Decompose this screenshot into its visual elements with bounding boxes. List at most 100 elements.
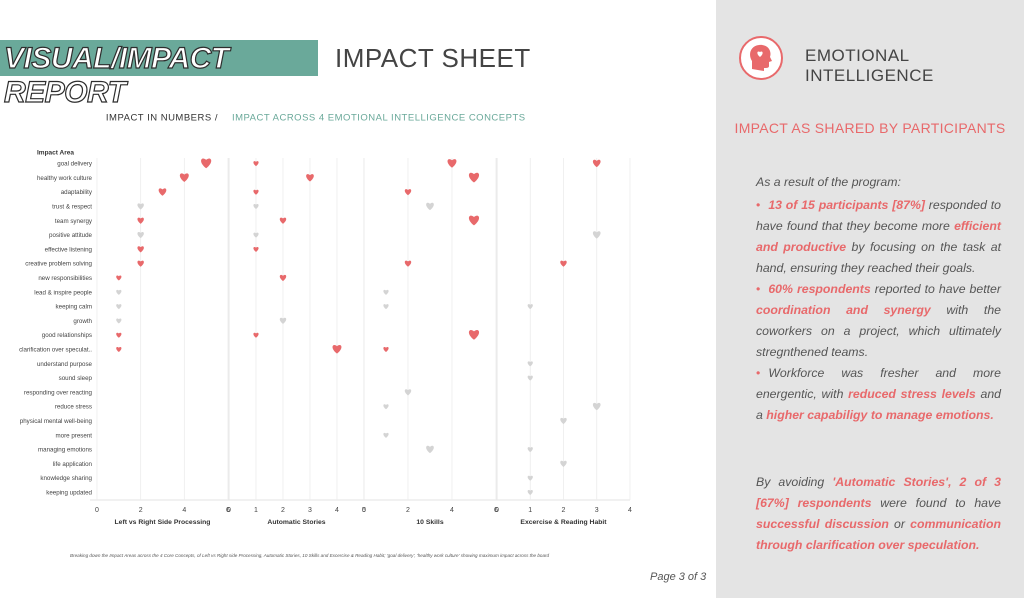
row-label: physical mental well-being <box>20 418 93 425</box>
x-tick-label: 2 <box>406 507 410 514</box>
heart-marker <box>527 490 533 496</box>
x-tick-label: 4 <box>182 507 186 514</box>
text-run: reduced stress levels <box>848 387 976 401</box>
heart-marker <box>527 361 533 367</box>
heart-marker <box>253 189 259 195</box>
x-tick-label: 0 <box>495 507 499 514</box>
heart-marker <box>404 389 412 396</box>
bullet-dot: • <box>756 366 761 380</box>
heart-marker <box>383 404 389 410</box>
conclusion: By avoiding 'Automatic Stories', 2 of 3 … <box>756 472 1001 556</box>
heart-marker <box>404 260 412 267</box>
x-tick-label: 5 <box>362 507 366 514</box>
text-run: communication through clarification over… <box>756 517 1001 552</box>
row-label: goal delivery <box>57 161 93 168</box>
x-tick-label: 1 <box>254 507 258 514</box>
x-tick-label: 6 <box>494 507 498 514</box>
row-label: positive attitude <box>49 232 93 239</box>
icon <box>739 36 783 80</box>
heart-marker <box>527 304 533 310</box>
heart-marker <box>116 332 122 338</box>
heart-marker <box>383 289 389 295</box>
intro: As a result of the program: <box>756 175 901 189</box>
x-tick-label: 4 <box>628 507 632 514</box>
x-tick-label: 3 <box>595 507 599 514</box>
bullet-dot: • <box>756 282 761 296</box>
text-run: and a <box>756 387 1001 422</box>
chart-subtitle: IMPACT ACROSS 4 EMOTIONAL INTELLIGENCE C… <box>232 113 526 124</box>
bullet-dot: • <box>756 198 761 212</box>
x-tick-label: 2 <box>139 507 143 514</box>
header-subtitle: IMPACT SHEET <box>335 43 531 73</box>
header-banner: VISUAL/IMPACT REPORT <box>0 40 318 110</box>
heart-marker <box>560 260 567 267</box>
text-run: 'Automatic Stories', 2 of 3 [67%] respon… <box>756 475 1001 510</box>
text-run: 60% respondents <box>768 282 871 296</box>
x-tick-label: 2 <box>562 507 566 514</box>
row-label: good relationships <box>42 332 92 339</box>
row-label: adaptability <box>61 189 93 196</box>
row-label: knowledge sharing <box>40 475 92 482</box>
heart-marker <box>158 188 167 196</box>
x-axis-label: 10 Skills <box>416 519 443 526</box>
header-title: VISUAL/IMPACT REPORT <box>3 41 229 109</box>
text-run: coordination and synergy <box>756 303 931 317</box>
side-title: EMOTIONAL INTELLIGENCE <box>805 46 934 85</box>
heart-marker <box>404 189 412 196</box>
text-run: were found to have <box>871 496 1001 510</box>
heart-marker <box>253 232 259 238</box>
text-run: higher capabiligy to manage emotions. <box>766 408 994 422</box>
heart-marker <box>468 172 480 183</box>
heart-marker <box>137 246 144 253</box>
text-run: By avoiding <box>756 475 833 489</box>
chart-title: IMPACT IN NUMBERS / <box>106 113 218 124</box>
heart-marker <box>116 304 122 310</box>
row-label: clarification over speculat.. <box>19 347 92 354</box>
heart-marker <box>116 275 122 281</box>
x-axis-label: Excercise & Reading Habit <box>520 519 607 526</box>
row-label: lead & inspire people <box>34 289 92 296</box>
text-run: reported to have better <box>870 282 1001 296</box>
page-number: Page 3 of 3 <box>650 571 707 583</box>
row-label: life application <box>53 461 93 468</box>
side-heading: IMPACT AS SHARED BY PARTICIPANTS <box>734 120 1006 136</box>
heart-marker <box>137 203 144 210</box>
heart-marker <box>592 231 601 239</box>
heart-marker <box>527 475 533 481</box>
bullet: • 60% respondents reported to have better… <box>756 279 1001 363</box>
y-axis-label: Impact Area <box>37 150 74 157</box>
heart-marker <box>527 375 533 381</box>
row-label: sound sleep <box>59 375 93 382</box>
heart-marker <box>279 217 287 224</box>
chart: IMPACT IN NUMBERS / IMPACT ACROSS 4 EMOT… <box>19 113 632 559</box>
heart-marker <box>383 347 389 353</box>
row-label: responding over reacting <box>24 389 93 396</box>
heart-marker <box>560 460 567 467</box>
row-label: effective listening <box>45 246 93 253</box>
heart-marker <box>560 417 567 425</box>
text-run: Workforce was fresher and more energenti… <box>756 366 1001 401</box>
bullet: • 13 of 15 participants [87%] responded t… <box>756 195 1001 279</box>
text-run: efficient and productive <box>756 219 1001 254</box>
text-run: successful discussion <box>756 517 889 531</box>
x-tick-label: 4 <box>335 507 339 514</box>
row-label: healthy work culture <box>37 175 93 182</box>
row-label: team synergy <box>55 218 93 225</box>
x-axis-label: Automatic Stories <box>267 519 325 526</box>
heart-marker <box>137 260 144 267</box>
heart-marker <box>279 317 287 324</box>
x-tick-label: 6 <box>226 507 230 514</box>
heart-marker <box>137 217 144 224</box>
heart-marker <box>426 202 434 211</box>
heart-marker <box>383 432 389 438</box>
heart-marker <box>468 215 480 226</box>
heart-marker <box>306 174 314 182</box>
text-run: 13 of 15 participants [87%] <box>768 198 925 212</box>
side-panel: EMOTIONAL INTELLIGENCE IMPACT AS SHARED … <box>716 0 1024 598</box>
x-tick-label: 3 <box>308 507 312 514</box>
chart-note: Breaking down the Impact Areas across th… <box>70 553 550 558</box>
bullet: • Workforce was fresher and more energent… <box>756 363 1001 426</box>
heart-marker <box>116 289 122 295</box>
row-label: reduce stress <box>55 404 92 411</box>
